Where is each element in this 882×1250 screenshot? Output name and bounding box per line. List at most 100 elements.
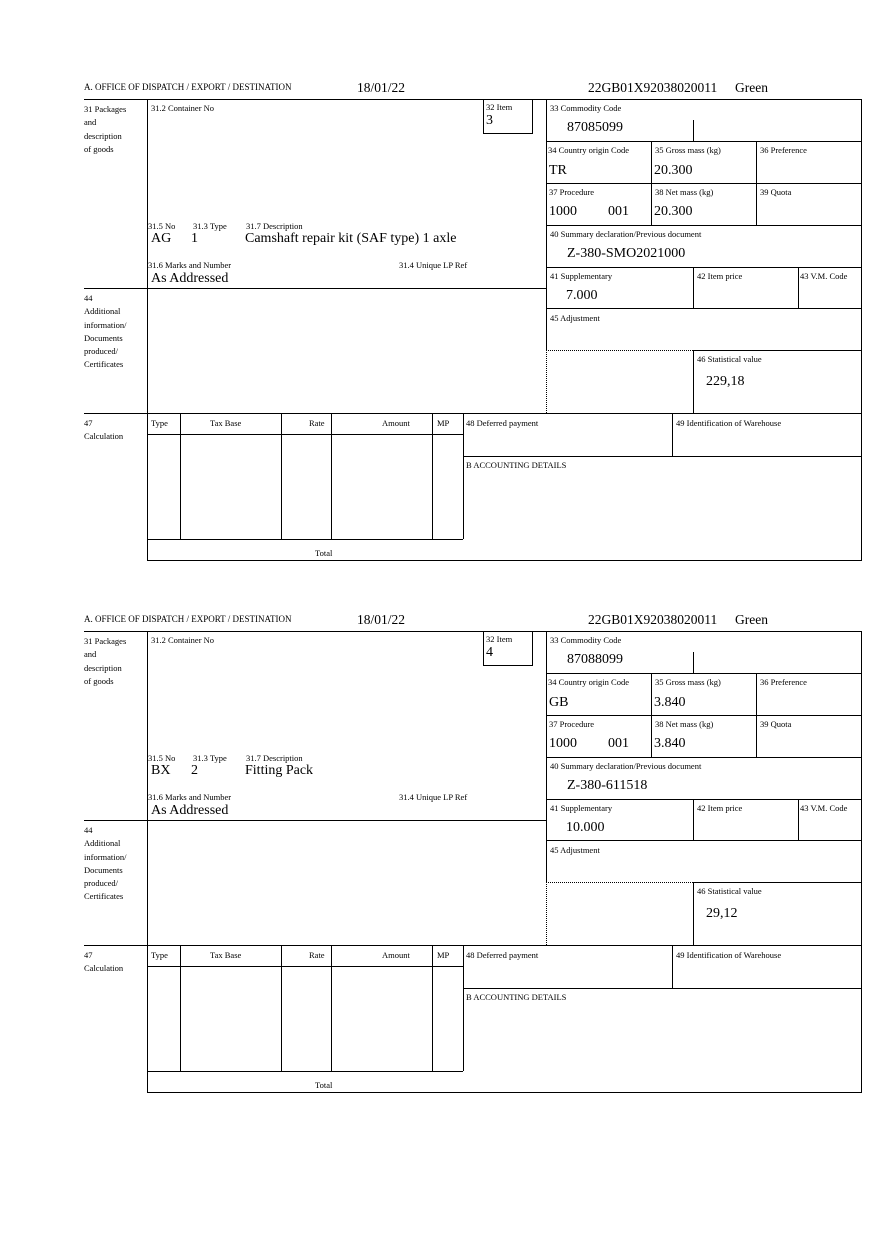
label-line: description xyxy=(84,662,122,673)
label-line: and xyxy=(84,649,97,660)
gross-mass-label: 35 Gross mass (kg) xyxy=(655,145,721,155)
calc-col-amount: Amount xyxy=(382,950,410,960)
goods-description: Fitting Pack xyxy=(245,763,314,778)
country-origin-label: 34 Country origin Code xyxy=(548,145,629,155)
divider xyxy=(798,267,799,308)
date: 18/01/22 xyxy=(357,80,406,95)
packages-no: AG xyxy=(151,231,172,246)
item-label: 32 Item xyxy=(486,102,513,112)
divider xyxy=(84,413,862,414)
quota-label: 39 Quota xyxy=(760,187,792,197)
dotted-divider xyxy=(546,350,693,351)
statistical-value: 229,18 xyxy=(706,374,745,389)
divider xyxy=(651,673,652,757)
label-line: produced/ xyxy=(84,878,118,889)
item-price-label: 42 Item price xyxy=(697,271,743,281)
packages-type: 1 xyxy=(191,231,198,246)
label-line: Certificates xyxy=(84,891,124,902)
divider xyxy=(546,225,862,226)
office-heading: A. OFFICE OF DISPATCH / EXPORT / DESTINA… xyxy=(84,614,292,624)
label-line: information/ xyxy=(84,851,127,862)
calc-col-rate: Rate xyxy=(309,950,325,960)
divider xyxy=(546,673,862,674)
divider xyxy=(861,631,862,1093)
deferred-payment-label: 48 Deferred payment xyxy=(466,950,539,960)
divider xyxy=(693,799,694,840)
label-line: Documents xyxy=(84,332,123,343)
gross-mass: 3.840 xyxy=(654,695,686,710)
additional-info-label: 44 Additional information/ Documents pro… xyxy=(84,292,144,372)
label-line: Calculation xyxy=(84,431,124,442)
warehouse-label: 49 Identification of Warehouse xyxy=(676,418,782,428)
item-number: 4 xyxy=(486,645,493,660)
divider xyxy=(651,141,652,225)
label-line: and xyxy=(84,117,97,128)
divider xyxy=(672,413,673,456)
route-color: Green xyxy=(735,612,768,627)
label-line: produced/ xyxy=(84,346,118,357)
divider xyxy=(84,631,862,632)
divider xyxy=(432,413,433,539)
vm-code-label: 43 V.M. Code xyxy=(800,271,848,281)
adjustment-label: 45 Adjustment xyxy=(550,313,600,323)
label-line: 31 Packages xyxy=(84,636,127,646)
accounting-details-label: B ACCOUNTING DETAILS xyxy=(466,460,567,470)
dotted-divider xyxy=(546,882,547,945)
summary-declaration: Z-380-SMO2021000 xyxy=(567,246,686,261)
label-line: 47 xyxy=(84,950,93,960)
commodity-code: 87088099 xyxy=(567,652,623,667)
divider xyxy=(546,840,862,841)
statistical-value-label: 46 Statistical value xyxy=(697,886,762,896)
net-mass: 20.300 xyxy=(654,204,693,219)
supplementary: 10.000 xyxy=(566,820,605,835)
label-line: of goods xyxy=(84,143,114,154)
calc-col-type: Type xyxy=(151,950,168,960)
divider xyxy=(546,799,862,800)
divider xyxy=(546,183,862,184)
packages-label: 31 Packages and description of goods xyxy=(84,103,144,156)
divider xyxy=(546,267,862,268)
divider xyxy=(147,434,463,435)
divider xyxy=(147,631,148,1093)
item-number: 3 xyxy=(486,113,493,128)
procedure-extra: 001 xyxy=(608,736,629,751)
divider xyxy=(483,99,484,133)
marks-label: 31.6 Marks and Number xyxy=(148,260,232,270)
description-label: 31.7 Description xyxy=(246,753,303,763)
calc-col-rate: Rate xyxy=(309,418,325,428)
procedure-extra: 001 xyxy=(608,204,629,219)
container-no-label: 31.2 Container No xyxy=(151,103,215,113)
divider xyxy=(546,715,862,716)
divider xyxy=(147,99,148,561)
divider xyxy=(546,757,862,758)
label-line: information/ xyxy=(84,319,127,330)
preference-label: 36 Preference xyxy=(760,145,807,155)
divider xyxy=(84,288,546,289)
divider xyxy=(281,945,282,1071)
divider xyxy=(532,631,533,665)
divider xyxy=(180,413,181,539)
divider xyxy=(756,141,757,225)
country-origin: GB xyxy=(549,695,569,710)
label-line: Additional xyxy=(84,838,121,849)
preference-label: 36 Preference xyxy=(760,677,807,687)
country-origin: TR xyxy=(549,163,567,178)
calculation-label: 47 Calculation xyxy=(84,417,144,444)
warehouse-label: 49 Identification of Warehouse xyxy=(676,950,782,960)
statistical-value-label: 46 Statistical value xyxy=(697,354,762,364)
supplementary: 7.000 xyxy=(566,288,598,303)
declaration-item-block: A. OFFICE OF DISPATCH / EXPORT / DESTINA… xyxy=(0,532,882,1093)
calc-col-tax-base: Tax Base xyxy=(210,950,242,960)
packages-type: 2 xyxy=(191,763,198,778)
divider xyxy=(483,133,533,134)
description-label: 31.7 Description xyxy=(246,221,303,231)
gross-mass: 20.300 xyxy=(654,163,693,178)
goods-description: Camshaft repair kit (SAF type) 1 axle xyxy=(245,231,457,246)
divider xyxy=(281,413,282,539)
calc-col-tax-base: Tax Base xyxy=(210,418,242,428)
calc-col-mp: MP xyxy=(437,950,450,960)
marks-value: As Addressed xyxy=(151,803,229,818)
divider xyxy=(463,945,464,1071)
calc-col-amount: Amount xyxy=(382,418,410,428)
divider xyxy=(756,673,757,757)
